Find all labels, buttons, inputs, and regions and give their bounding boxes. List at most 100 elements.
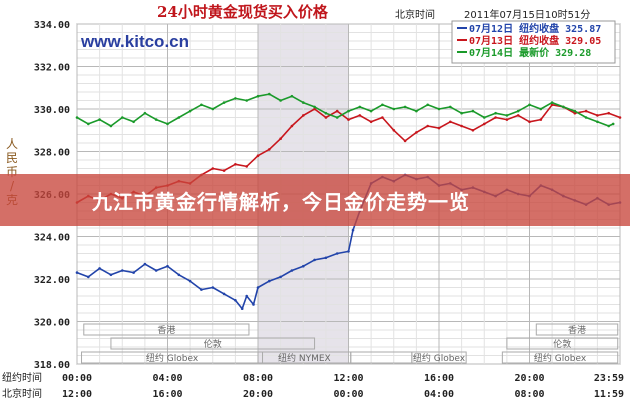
series-3-point bbox=[268, 92, 271, 96]
market-session-box bbox=[110, 337, 316, 350]
grid-lines bbox=[76, 23, 621, 365]
series-1-point bbox=[177, 273, 181, 277]
y-axis-title-char: 民 bbox=[6, 151, 18, 165]
series-3-point bbox=[607, 124, 610, 128]
series-1-point bbox=[335, 252, 339, 255]
series-1-point bbox=[132, 271, 135, 274]
series-2-point bbox=[539, 118, 543, 121]
series-2-point bbox=[550, 103, 554, 107]
series-2-point bbox=[528, 120, 531, 124]
x-tick-label-bj: 20:00 bbox=[243, 389, 273, 400]
market-session-box bbox=[501, 351, 619, 364]
y-tick-label: 324.00 bbox=[34, 233, 70, 244]
series-2-point bbox=[290, 124, 294, 128]
series-1-point bbox=[87, 275, 90, 279]
x-tick-label-ny: 08:00 bbox=[243, 373, 273, 384]
series-3-point bbox=[222, 101, 226, 104]
y-tick-label: 334.00 bbox=[34, 20, 70, 31]
series-2-point bbox=[471, 129, 475, 132]
series-3-point bbox=[584, 116, 588, 119]
x-axis-ticks: 00:00 12:00 04:00 16:00 08:00 20:00 12:00 00:00… bbox=[62, 373, 624, 400]
legend-entry: 07月14日 最新价 329.28 bbox=[469, 46, 591, 59]
series-2-point bbox=[222, 169, 226, 172]
series-2-point bbox=[437, 126, 441, 130]
series-3-point bbox=[143, 111, 147, 115]
x-tick-label-bj: 16:00 bbox=[152, 389, 182, 400]
series-1-point bbox=[313, 258, 316, 262]
legend-box bbox=[451, 20, 616, 64]
series-1-point bbox=[222, 292, 226, 296]
series-3-point bbox=[516, 109, 520, 113]
series-1-point bbox=[121, 269, 124, 272]
series-3-point bbox=[256, 94, 260, 98]
series-3-point bbox=[358, 105, 362, 109]
x-tick-label-bj: 11:59 bbox=[594, 389, 624, 400]
series-1-point bbox=[188, 279, 192, 283]
bj-time-label: 北京时间 bbox=[2, 387, 42, 400]
series-3-point bbox=[154, 118, 158, 121]
series-1-point bbox=[98, 267, 101, 270]
series-3-point bbox=[87, 122, 90, 126]
beijing-datetime: 2011年07月15日10时51分 bbox=[464, 8, 590, 21]
series-2-point bbox=[618, 116, 622, 119]
series-1-point bbox=[109, 273, 113, 277]
x-tick-label-ny: 20:00 bbox=[514, 373, 544, 384]
series-2-point bbox=[335, 109, 339, 113]
series-3-point bbox=[505, 114, 509, 117]
x-tick-label-bj: 00:00 bbox=[333, 389, 363, 400]
series-2-point bbox=[324, 116, 328, 119]
market-session-box bbox=[506, 337, 619, 350]
series-3-point bbox=[335, 116, 339, 119]
series-3-point bbox=[347, 109, 350, 113]
x-tick-label-ny: 12:00 bbox=[333, 373, 363, 384]
market-session-box bbox=[411, 351, 467, 364]
series-1-point bbox=[268, 279, 271, 283]
series-3-point bbox=[200, 103, 203, 107]
headline-banner: 九江市黄金行情解析，今日金价走势一览 bbox=[0, 174, 630, 226]
series-3-point bbox=[98, 118, 101, 121]
series-2-point bbox=[211, 167, 215, 170]
y-tick-label: 318.00 bbox=[34, 360, 70, 371]
series-3-point bbox=[415, 109, 418, 113]
market-session-label: 纽约 NYMEX bbox=[278, 352, 331, 364]
series-3-point bbox=[528, 103, 531, 107]
series-3-point bbox=[460, 111, 463, 115]
series-2-point bbox=[268, 148, 271, 151]
beijing-time-label: 北京时间 bbox=[395, 8, 435, 21]
series-3-point bbox=[381, 103, 384, 107]
series-3-point bbox=[324, 111, 328, 115]
series-1-point bbox=[256, 286, 260, 289]
series-3-point bbox=[573, 109, 577, 113]
series-2-point bbox=[516, 114, 520, 117]
series-3-point bbox=[245, 99, 248, 102]
series-3-point bbox=[302, 101, 305, 104]
chart-title: 24小时黄金现货买入价格 bbox=[157, 3, 329, 21]
market-session-label: 纽约 Globex bbox=[413, 352, 466, 364]
series-3-point bbox=[75, 116, 79, 119]
market-session-label: 伦敦 bbox=[553, 338, 571, 350]
series-1-point bbox=[200, 288, 203, 291]
series-2-point bbox=[573, 111, 577, 115]
series-2-point bbox=[358, 114, 362, 117]
series-2-point bbox=[505, 118, 509, 121]
series-2-point bbox=[279, 137, 282, 140]
market-session-label: 香港 bbox=[568, 324, 586, 336]
legend-entry: 07月13日 纽约收盘 329.05 bbox=[469, 34, 601, 47]
series-3-point bbox=[211, 107, 215, 111]
x-tick-label-ny: 00:00 bbox=[62, 373, 92, 384]
series-3-point bbox=[234, 97, 237, 100]
series-1-point bbox=[351, 228, 355, 232]
market-session-label: 香港 bbox=[157, 324, 175, 336]
series-3-point bbox=[109, 124, 113, 128]
series-1-point bbox=[166, 264, 169, 268]
x-tick-label-bj: 12:00 bbox=[62, 389, 92, 400]
series-2-point bbox=[234, 163, 237, 166]
series-3-point bbox=[483, 116, 486, 119]
series-3-point bbox=[279, 99, 282, 102]
series-2-point bbox=[449, 120, 452, 124]
series-2-point bbox=[596, 114, 599, 117]
series-3-point bbox=[177, 116, 181, 119]
series-2-point bbox=[245, 165, 248, 168]
